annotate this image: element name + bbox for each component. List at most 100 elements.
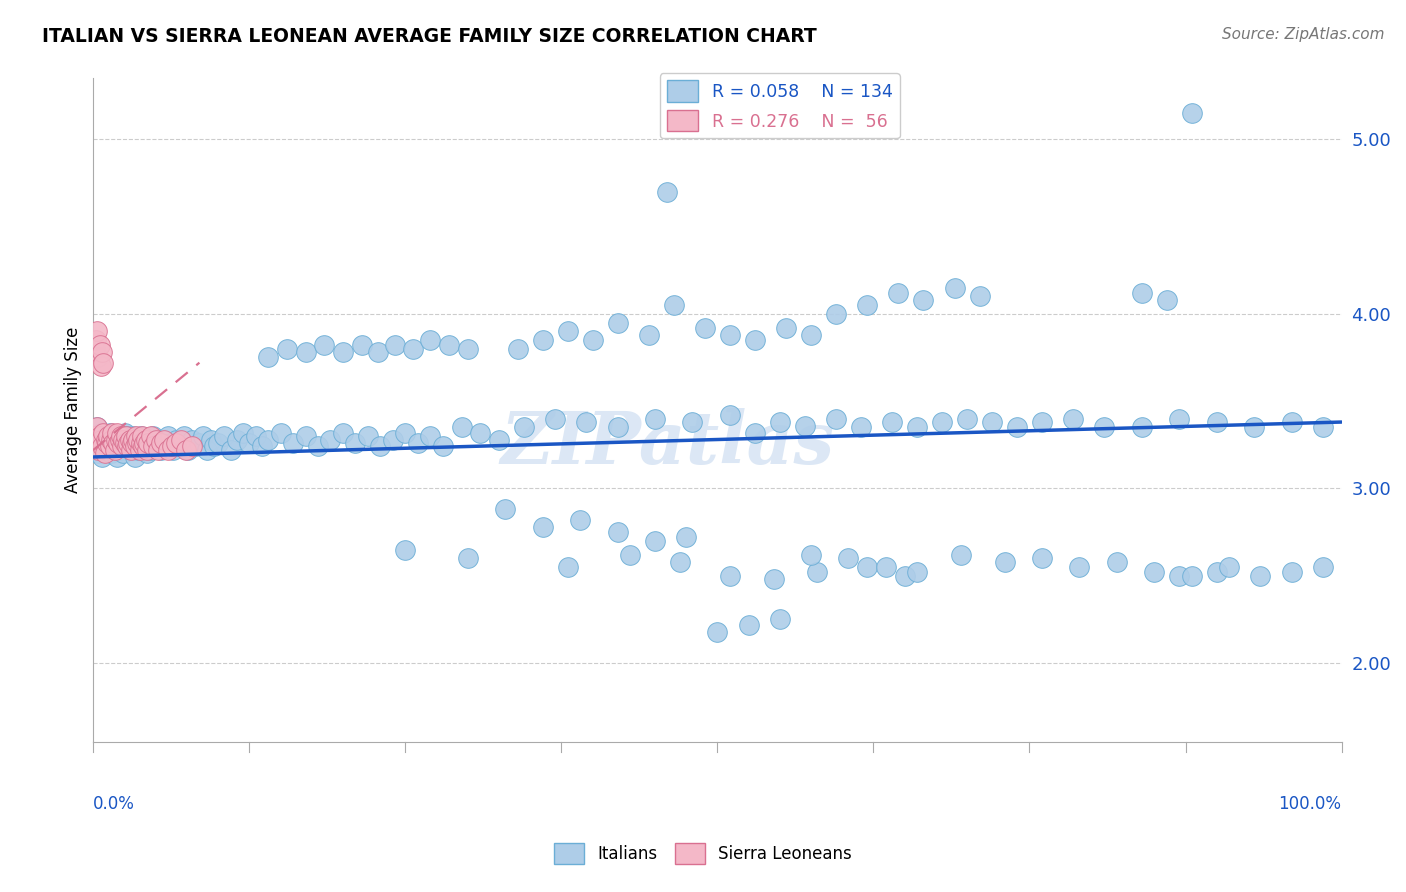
Point — [136, 440, 159, 454]
Point — [111, 440, 134, 454]
Point — [86, 420, 108, 434]
Point — [394, 542, 416, 557]
Point — [89, 433, 111, 447]
Point — [103, 442, 125, 457]
Point — [637, 327, 659, 342]
Point — [669, 555, 692, 569]
Point — [117, 440, 139, 454]
Point — [207, 436, 229, 450]
Point — [457, 551, 479, 566]
Point — [127, 442, 149, 457]
Point — [1005, 420, 1028, 434]
Point — [1105, 555, 1128, 569]
Point — [1181, 568, 1204, 582]
Point — [132, 433, 155, 447]
Point — [91, 425, 114, 440]
Point — [544, 411, 567, 425]
Point — [191, 429, 214, 443]
Point — [402, 342, 425, 356]
Point — [513, 420, 536, 434]
Point — [1312, 560, 1334, 574]
Point — [887, 285, 910, 300]
Point — [89, 338, 111, 352]
Point — [1156, 293, 1178, 307]
Point — [993, 555, 1015, 569]
Point — [142, 429, 165, 443]
Point — [856, 560, 879, 574]
Point — [91, 436, 114, 450]
Point — [83, 342, 105, 356]
Point — [121, 436, 143, 450]
Point — [114, 436, 136, 450]
Point — [136, 446, 159, 460]
Point — [110, 429, 132, 443]
Point — [1092, 420, 1115, 434]
Point — [367, 345, 389, 359]
Point — [406, 436, 429, 450]
Point — [806, 566, 828, 580]
Point — [314, 338, 336, 352]
Point — [232, 425, 254, 440]
Point — [969, 289, 991, 303]
Point — [97, 429, 120, 443]
Point — [177, 442, 200, 457]
Point — [124, 450, 146, 464]
Point — [134, 436, 156, 450]
Point — [450, 420, 472, 434]
Point — [250, 440, 273, 454]
Point — [91, 440, 114, 454]
Point — [105, 450, 128, 464]
Point — [1312, 420, 1334, 434]
Point — [114, 425, 136, 440]
Point — [949, 548, 972, 562]
Text: 100.0%: 100.0% — [1278, 795, 1341, 813]
Point — [121, 436, 143, 450]
Point — [1181, 106, 1204, 120]
Point — [155, 440, 177, 454]
Point — [97, 440, 120, 454]
Point — [105, 425, 128, 440]
Point — [1281, 566, 1303, 580]
Point — [118, 433, 141, 447]
Point — [706, 624, 728, 639]
Point — [837, 551, 859, 566]
Point — [384, 338, 406, 352]
Point — [606, 316, 628, 330]
Point — [294, 429, 316, 443]
Point — [606, 420, 628, 434]
Point — [257, 351, 280, 365]
Point — [103, 436, 125, 450]
Point — [84, 333, 107, 347]
Point — [270, 425, 292, 440]
Point — [142, 440, 165, 454]
Point — [134, 442, 156, 457]
Point — [114, 429, 136, 443]
Point — [114, 436, 136, 450]
Point — [124, 440, 146, 454]
Point — [100, 433, 122, 447]
Point — [173, 429, 195, 443]
Point — [370, 440, 392, 454]
Point — [104, 429, 127, 443]
Point — [118, 433, 141, 447]
Point — [581, 333, 603, 347]
Point — [1243, 420, 1265, 434]
Point — [87, 446, 110, 460]
Point — [149, 436, 172, 450]
Point — [96, 433, 118, 447]
Point — [83, 429, 105, 443]
Point — [122, 429, 145, 443]
Point — [769, 612, 792, 626]
Point — [112, 446, 135, 460]
Point — [153, 433, 176, 447]
Point — [644, 411, 666, 425]
Point — [139, 429, 162, 443]
Point — [195, 442, 218, 457]
Point — [1168, 411, 1191, 425]
Point — [115, 429, 138, 443]
Point — [912, 293, 935, 307]
Point — [769, 415, 792, 429]
Point — [1069, 560, 1091, 574]
Point — [619, 548, 641, 562]
Point — [214, 429, 236, 443]
